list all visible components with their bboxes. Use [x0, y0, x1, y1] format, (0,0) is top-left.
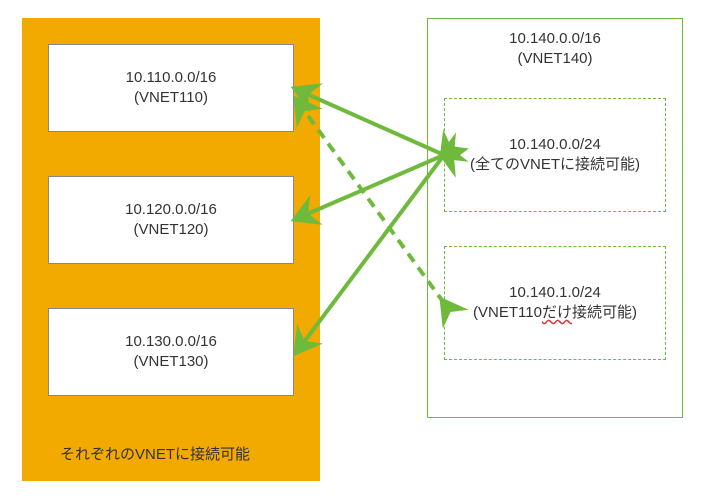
hub-caption: それぞれのVNETに接続可能	[60, 443, 250, 464]
vnet120-cidr: 10.120.0.0/16	[125, 200, 217, 220]
vnet110-name: (VNET110)	[134, 88, 208, 108]
vnet130-cidr: 10.130.0.0/16	[125, 332, 217, 352]
subnet-all-box: 10.140.0.0/24 (全てのVNETに接続可能)	[444, 98, 666, 212]
vnet140-title: 10.140.0.0/16 (VNET140)	[428, 29, 682, 70]
vnet110-box: 10.110.0.0/16 (VNET110)	[48, 44, 294, 132]
diagram-canvas: 10.110.0.0/16 (VNET110) 10.120.0.0/16 (V…	[0, 0, 704, 500]
vnet130-box: 10.130.0.0/16 (VNET130)	[48, 308, 294, 396]
vnet130-name: (VNET130)	[133, 352, 208, 372]
vnet140-name: (VNET140)	[428, 49, 682, 69]
subnet-all-desc: (全てのVNETに接続可能)	[470, 155, 640, 175]
vnet120-box: 10.120.0.0/16 (VNET120)	[48, 176, 294, 264]
subnet-all-cidr: 10.140.0.0/24	[509, 135, 601, 155]
subnet-v110-cidr: 10.140.1.0/24	[509, 283, 601, 303]
vnet140-cidr: 10.140.0.0/16	[428, 29, 682, 49]
vnet120-name: (VNET120)	[133, 220, 208, 240]
vnet110-cidr: 10.110.0.0/16	[126, 68, 217, 88]
subnet-v110-box: 10.140.1.0/24 (VNET110だけ接続可能)	[444, 246, 666, 360]
subnet-v110-desc: (VNET110だけ接続可能)	[473, 303, 637, 323]
